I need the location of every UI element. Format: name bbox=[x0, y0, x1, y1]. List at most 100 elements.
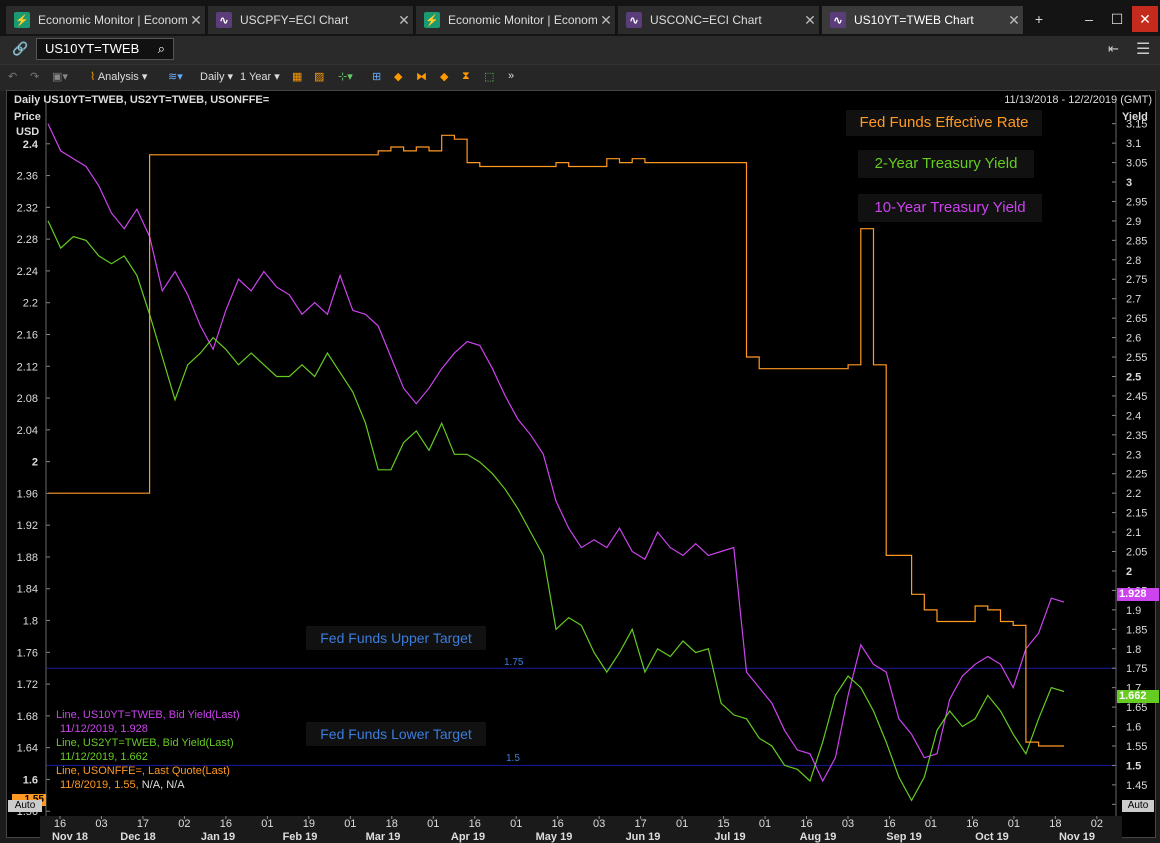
tab-economic-monitor-1[interactable]: ⚡ Economic Monitor | Economic Monitor ✕ bbox=[6, 6, 206, 34]
tab-economic-monitor-2[interactable]: ⚡ Economic Monitor | Economic Monitor ✕ bbox=[416, 6, 616, 34]
x-axis: 16 03 17 02 16 01 19 01 18 01 16 01 16 03 17 01 15 01 16 03… bbox=[40, 816, 1122, 843]
scroll-up-down-icon[interactable]: ◆ bbox=[440, 71, 449, 83]
left-tick-label: 2.16 bbox=[17, 329, 38, 341]
close-icon[interactable]: ✕ bbox=[1008, 11, 1020, 28]
close-icon[interactable]: ✕ bbox=[398, 11, 410, 28]
x-month-label: Nov 18 bbox=[52, 831, 88, 843]
left-tick-label: 1.8 bbox=[23, 616, 38, 628]
crosshair-icon[interactable]: ⊹▾ bbox=[338, 71, 353, 83]
legend-eff-line3: N/A, N/A bbox=[141, 779, 185, 791]
interval-label: Daily bbox=[200, 71, 225, 83]
right-tick-label: 1.65 bbox=[1126, 702, 1147, 714]
left-tick-label: 2.28 bbox=[17, 234, 38, 246]
close-icon[interactable]: ✕ bbox=[190, 11, 202, 28]
left-tick-label: 2.32 bbox=[17, 202, 38, 214]
scroll-left-right-icon[interactable]: ◆ bbox=[394, 71, 403, 83]
right-tick-label: 1.9 bbox=[1126, 605, 1141, 617]
x-month-label: May 19 bbox=[536, 831, 573, 843]
chart-header-title: Daily US10YT=TWEB, US2YT=TWEB, USONFFE= bbox=[14, 94, 270, 106]
right-tick-label: 2.9 bbox=[1126, 216, 1141, 228]
maximize-button[interactable]: ☐ bbox=[1110, 11, 1124, 27]
right-tick-label: 3.15 bbox=[1126, 119, 1147, 131]
tab-usconc-chart[interactable]: ∿ USCONC=ECI Chart ✕ bbox=[618, 6, 820, 34]
x-tick-day: 03 bbox=[842, 818, 854, 830]
minimize-button[interactable]: – bbox=[1085, 11, 1093, 27]
annotation-fed-effective[interactable]: Fed Funds Effective Rate bbox=[846, 110, 1042, 136]
close-window-button[interactable]: ✕ bbox=[1132, 6, 1158, 32]
select-tool-icon[interactable]: ⬚ bbox=[484, 71, 495, 83]
x-month-label: Nov 19 bbox=[1059, 831, 1095, 843]
zoom-box-icon[interactable]: ⊞ bbox=[372, 71, 382, 83]
left-tick-label: 1.68 bbox=[17, 711, 38, 723]
close-icon[interactable]: ✕ bbox=[804, 11, 816, 28]
right-axis-title: Yield bbox=[1122, 111, 1148, 123]
search-value: US10YT=TWEB bbox=[45, 41, 140, 56]
tab-us10yt-chart[interactable]: ∿ US10YT=TWEB Chart ✕ bbox=[822, 6, 1024, 34]
right-tick-label: 2 bbox=[1126, 566, 1132, 578]
legend-ten-line1: Line, US10YT=TWEB, Bid Yield(Last) bbox=[56, 709, 240, 721]
right-tick-label: 2.25 bbox=[1126, 469, 1147, 481]
upper-target-value: 1.75 bbox=[504, 657, 524, 668]
range-label: 1 Year bbox=[240, 71, 272, 83]
camera-icon[interactable]: ▣▾ bbox=[52, 71, 68, 83]
x-month-label: Aug 19 bbox=[800, 831, 837, 843]
compare-icon[interactable]: ▨ bbox=[314, 71, 325, 83]
overlay-icon[interactable]: ≋▾ bbox=[168, 71, 183, 83]
x-tick-day: 01 bbox=[261, 818, 273, 830]
x-month-label: Apr 19 bbox=[451, 831, 485, 843]
right-auto-button[interactable]: Auto bbox=[1122, 800, 1154, 812]
x-tick-day: 03 bbox=[95, 818, 107, 830]
left-tick-label: 1.84 bbox=[17, 584, 38, 596]
x-tick-day: 16 bbox=[883, 818, 895, 830]
search-icon[interactable]: ⌕ bbox=[157, 41, 165, 56]
annotation-2yr[interactable]: 2-Year Treasury Yield bbox=[858, 150, 1034, 178]
address-bar bbox=[0, 36, 1160, 64]
left-tick-label: 1.6 bbox=[23, 774, 38, 786]
x-axis-band bbox=[40, 816, 1122, 840]
lower-target-value: 1.5 bbox=[506, 753, 520, 764]
interval-select[interactable]: Daily ▾ bbox=[200, 71, 234, 83]
link-icon[interactable]: 🔗 bbox=[12, 41, 29, 56]
redo-icon[interactable]: ↷ bbox=[30, 71, 40, 83]
close-icon[interactable]: ✕ bbox=[600, 11, 612, 28]
target-lines bbox=[46, 667, 1116, 766]
menu-icon[interactable]: ☰ bbox=[1136, 41, 1151, 58]
tab-label: USCONC=ECI Chart bbox=[650, 13, 762, 27]
range-select[interactable]: 1 Year ▾ bbox=[240, 71, 280, 83]
right-tick-label: 2.7 bbox=[1126, 294, 1141, 306]
left-tick-label: 1.64 bbox=[17, 743, 38, 755]
right-tick-label: 1.8 bbox=[1126, 644, 1141, 656]
add-tab-button[interactable]: + bbox=[1034, 11, 1044, 27]
analysis-menu[interactable]: ⌇ Analysis ▾ bbox=[90, 71, 148, 83]
tab-uscpfy-chart[interactable]: ∿ USCPFY=ECI Chart ✕ bbox=[208, 6, 414, 34]
annotation-10yr[interactable]: 10-Year Treasury Yield bbox=[858, 194, 1042, 222]
share-icon[interactable]: ⇤ bbox=[1108, 41, 1119, 56]
fit-vertical-icon[interactable]: ⧗ bbox=[462, 70, 470, 82]
right-tick-label: 2.3 bbox=[1126, 449, 1141, 461]
left-tick-label: 2.08 bbox=[17, 393, 38, 405]
annotation-upper-target[interactable]: Fed Funds Upper Target bbox=[306, 626, 486, 650]
search-input[interactable]: US10YT=TWEB ⌕ bbox=[36, 38, 174, 60]
left-tick-label: 1.76 bbox=[17, 647, 38, 659]
chart-type-icon[interactable]: ▦ bbox=[292, 71, 303, 83]
more-icon[interactable]: » bbox=[508, 70, 515, 82]
x-tick-day: 01 bbox=[759, 818, 771, 830]
left-tick-label: 2.24 bbox=[17, 266, 38, 278]
lightning-icon: ⚡ bbox=[424, 12, 440, 28]
chart-header-range: 11/13/2018 - 12/2/2019 (GMT) bbox=[1004, 94, 1152, 106]
two-year-badge: 1.662 bbox=[1117, 690, 1159, 703]
x-tick-day: 18 bbox=[386, 818, 398, 830]
left-tick-label: 2 bbox=[32, 457, 38, 469]
left-tick-label: 2.12 bbox=[17, 361, 38, 373]
x-tick-day: 18 bbox=[1049, 818, 1061, 830]
annotation-lower-target[interactable]: Fed Funds Lower Target bbox=[306, 722, 486, 746]
right-tick-label: 3.05 bbox=[1126, 158, 1147, 170]
series-line-us10yt-tweb bbox=[47, 123, 1065, 783]
tab-label: Economic Monitor | Economic Monitor bbox=[38, 13, 187, 27]
analysis-icon: ⌇ bbox=[90, 71, 96, 83]
fit-horizontal-icon[interactable]: ⧓ bbox=[416, 71, 427, 83]
undo-icon[interactable]: ↶ bbox=[8, 71, 18, 83]
x-tick-day: 02 bbox=[1091, 818, 1103, 830]
left-auto-button[interactable]: Auto bbox=[8, 800, 42, 812]
